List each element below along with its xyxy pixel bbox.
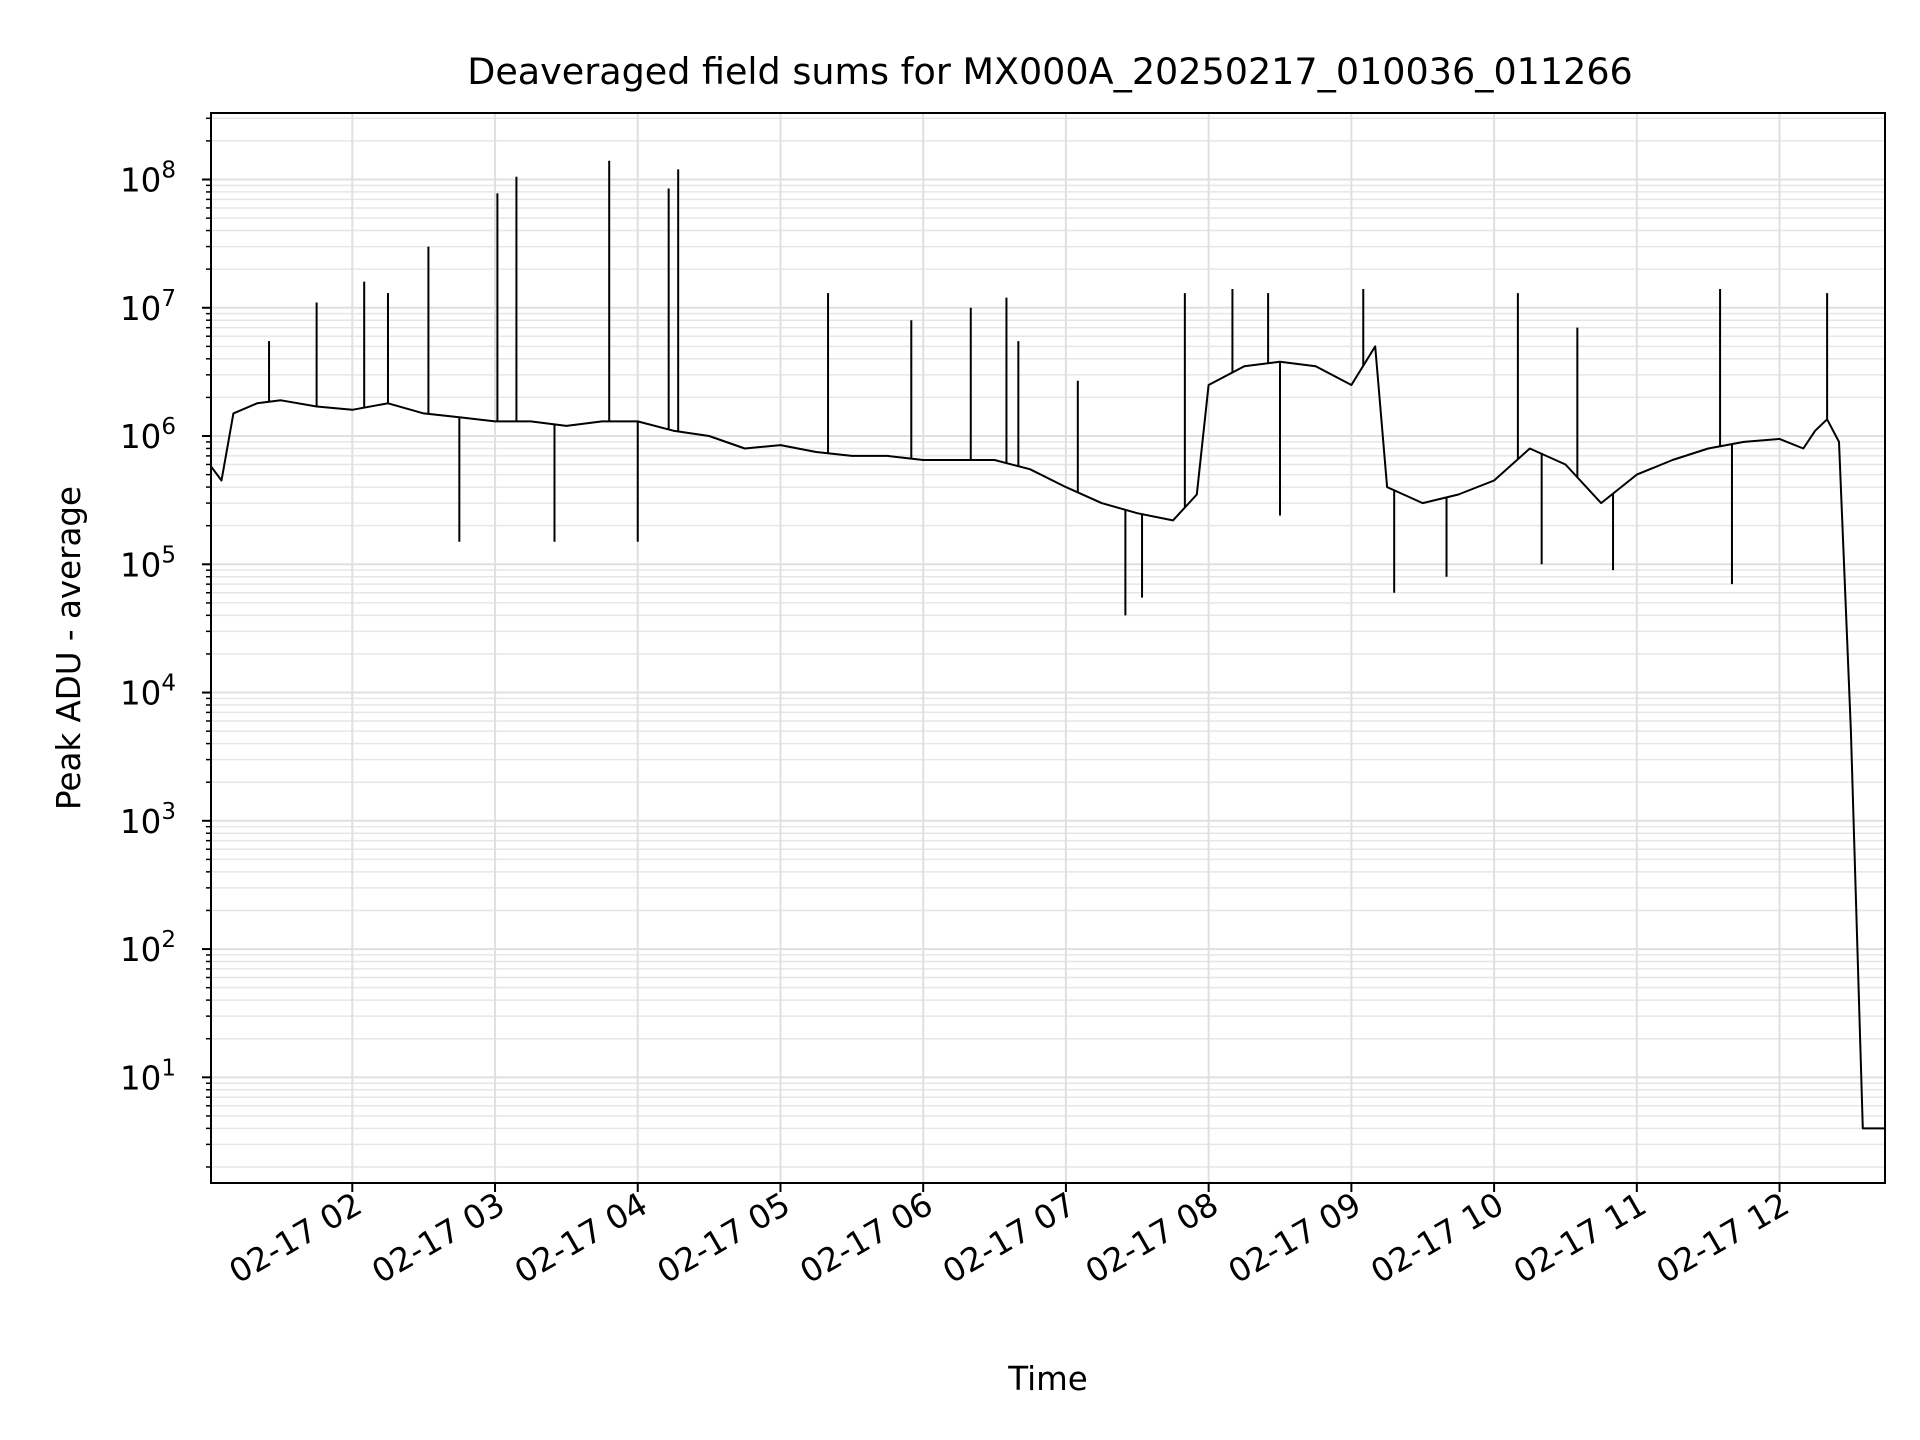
grid (211, 113, 1885, 1183)
y-tick-exponent: 1 (161, 1055, 176, 1081)
y-axis-label: Peak ADU - average (50, 486, 88, 810)
y-tick-label: 108 (120, 158, 176, 200)
y-tick-exponent: 6 (161, 414, 176, 440)
y-tick-label: 104 (120, 671, 176, 713)
y-tick-base: 10 (120, 675, 161, 713)
y-tick-label: 107 (120, 286, 176, 328)
y-tick-label: 102 (120, 927, 176, 969)
chart-title: Deaveraged field sums for MX000A_2025021… (467, 50, 1633, 93)
y-tick-base: 10 (120, 290, 161, 328)
y-tick-exponent: 8 (161, 158, 176, 184)
y-tick-exponent: 2 (161, 927, 176, 953)
y-tick-exponent: 4 (161, 671, 176, 697)
y-tick-label: 103 (120, 799, 176, 841)
y-tick-label: 105 (120, 542, 176, 584)
y-tick-label: 106 (120, 414, 176, 456)
y-tick-base: 10 (120, 931, 161, 969)
y-tick-exponent: 7 (161, 286, 176, 312)
y-tick-label: 101 (120, 1055, 176, 1097)
series-group (211, 160, 1885, 1130)
y-tick-exponent: 3 (161, 799, 176, 825)
y-tick-exponent: 5 (161, 542, 176, 568)
y-tick-base: 10 (120, 418, 161, 456)
y-tick-base: 10 (120, 803, 161, 841)
y-tick-base: 10 (120, 162, 161, 200)
y-tick-base: 10 (120, 1059, 161, 1097)
series-line (211, 345, 1885, 1130)
plot-frame (210, 112, 1886, 1184)
x-axis-label: Time (1007, 1360, 1088, 1398)
y-tick-base: 10 (120, 546, 161, 584)
